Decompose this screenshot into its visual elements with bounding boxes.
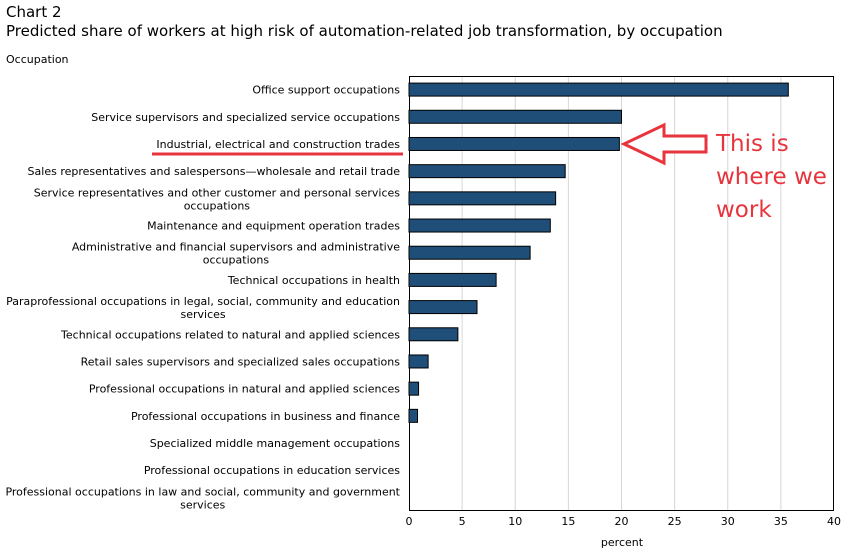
category-label: Sales representatives and salespersons—w… — [28, 165, 401, 178]
plot-frame — [409, 76, 834, 511]
category-label: Office support occupations — [252, 84, 400, 97]
category-label: Service supervisors and specialized serv… — [91, 111, 400, 124]
category-label: Retail sales supervisors and specialized… — [81, 355, 401, 368]
x-tick-label: 40 — [827, 515, 841, 528]
bar — [408, 164, 566, 179]
bar — [408, 109, 622, 124]
category-label: Technical occupations in health — [227, 274, 400, 287]
category-label: Maintenance and equipment operation trad… — [147, 220, 400, 233]
category-label: Professional occupations in education se… — [144, 464, 400, 477]
annotation-arrow-icon — [620, 122, 708, 166]
annotation-line-3: work — [716, 197, 772, 223]
category-label: Industrial, electrical and construction … — [156, 138, 400, 151]
x-axis-title: percent — [601, 536, 644, 549]
bar — [408, 272, 497, 287]
category-label: Service representatives and other custom… — [34, 186, 401, 199]
x-tick-label: 20 — [615, 515, 629, 528]
y-axis-title: Occupation — [6, 53, 69, 66]
x-tick-label: 0 — [406, 515, 413, 528]
x-tick-label: 30 — [721, 515, 735, 528]
category-label: Administrative and financial supervisors… — [72, 241, 400, 254]
x-tick-label: 10 — [508, 515, 522, 528]
category-label-continued: occupations — [184, 199, 251, 212]
bar — [408, 300, 478, 315]
chart-title: Predicted share of workers at high risk … — [6, 22, 723, 40]
x-tick-label: 15 — [561, 515, 575, 528]
category-label-continued: services — [180, 308, 225, 321]
bar — [408, 218, 551, 233]
category-label-continued: services — [180, 498, 225, 511]
category-label: Professional occupations in business and… — [131, 410, 400, 423]
bar — [408, 191, 557, 206]
category-label-continued: occupations — [203, 254, 270, 267]
bar — [408, 381, 420, 396]
x-tick-label: 25 — [668, 515, 682, 528]
annotation-line-1: This is — [716, 131, 789, 157]
bar — [408, 327, 459, 342]
bar — [408, 408, 418, 423]
bar — [408, 82, 789, 97]
category-label: Professional occupations in natural and … — [89, 383, 400, 396]
bar — [408, 245, 531, 260]
bar — [408, 354, 429, 369]
category-label: Specialized middle management occupation… — [150, 437, 401, 450]
category-label: Professional occupations in law and soci… — [5, 485, 400, 498]
chart-label: Chart 2 — [6, 3, 62, 21]
bar — [408, 136, 620, 151]
x-tick-label: 35 — [774, 515, 788, 528]
category-label: Paraprofessional occupations in legal, s… — [6, 295, 400, 308]
x-tick-label: 5 — [459, 515, 466, 528]
category-label: Technical occupations related to natural… — [60, 328, 400, 341]
annotation-line-2: where we — [716, 164, 827, 190]
